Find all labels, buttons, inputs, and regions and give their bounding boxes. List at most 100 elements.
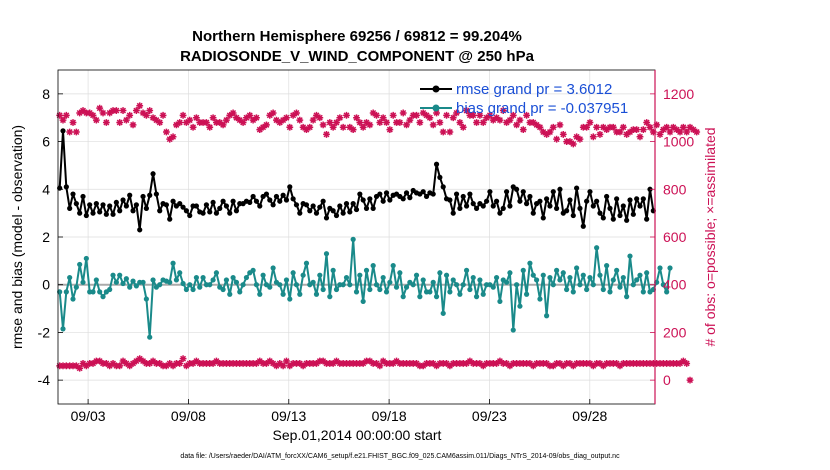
bias-point xyxy=(390,263,396,269)
bias-point xyxy=(290,270,296,276)
obs-possible-point xyxy=(519,126,527,134)
rmse-point xyxy=(267,197,273,203)
rmse-point xyxy=(537,198,543,204)
obs-possible-point xyxy=(136,102,144,110)
rmse-point xyxy=(430,191,436,197)
bias-point xyxy=(527,260,533,266)
obs-possible-point xyxy=(353,114,360,122)
obs-assimilated-point xyxy=(616,362,624,370)
obs-possible-point xyxy=(473,119,480,126)
bias-point xyxy=(67,274,73,281)
bias-point xyxy=(243,274,250,281)
obs-possible-point xyxy=(389,111,397,119)
obs-assimilated-point xyxy=(506,362,514,370)
obs-possible-point xyxy=(306,123,314,131)
rmse-point xyxy=(527,193,533,200)
rmse-point xyxy=(607,205,613,211)
obs-possible-point xyxy=(486,111,494,119)
rmse-point xyxy=(147,192,153,198)
bias-point xyxy=(490,284,496,290)
rmse-point xyxy=(574,185,580,191)
rmse-point xyxy=(213,210,220,216)
bias-point xyxy=(120,280,126,287)
bias-point xyxy=(327,294,333,300)
obs-assimilated-point xyxy=(543,360,551,367)
bias-point xyxy=(427,289,433,295)
obs-possible-point xyxy=(449,114,457,122)
rmse-point xyxy=(203,202,210,208)
obs-possible-point xyxy=(209,114,217,122)
bias-point xyxy=(580,272,586,278)
obs-assimilated-point xyxy=(122,360,130,367)
rmse-point xyxy=(73,201,79,207)
obs-possible-point xyxy=(476,111,484,119)
rmse-point xyxy=(627,197,633,203)
bias-point xyxy=(360,298,366,305)
rmse-point xyxy=(220,198,226,204)
obs-possible-point xyxy=(79,107,87,114)
obs-possible-point xyxy=(523,111,530,119)
bias-point xyxy=(367,286,373,293)
obs-possible-point xyxy=(186,116,194,124)
bias-point xyxy=(157,282,163,288)
obs-assimilated-point xyxy=(463,360,470,367)
rmse-point xyxy=(333,212,340,219)
obs-possible-point xyxy=(273,116,280,124)
obs-possible-point xyxy=(479,119,487,126)
obs-possible-series xyxy=(56,102,701,148)
rmse-point xyxy=(293,202,300,208)
rmse-point xyxy=(564,208,570,214)
bias-point xyxy=(463,267,470,273)
obs-possible-point xyxy=(66,128,74,136)
bias-point xyxy=(607,289,613,295)
y-axis-left-label: rmse and bias (model - observation) xyxy=(9,125,25,349)
bias-point xyxy=(453,282,460,288)
bias-point xyxy=(300,272,306,278)
bias-point xyxy=(617,284,623,290)
rmse-point xyxy=(250,193,256,200)
rmse-point xyxy=(207,209,213,215)
rmse-point xyxy=(423,193,430,200)
rmse-point xyxy=(554,205,560,211)
obs-assimilated-point xyxy=(136,355,144,363)
obs-assimilated-point xyxy=(446,362,454,370)
rmse-point xyxy=(544,196,550,202)
obs-assimilated-point xyxy=(256,357,264,365)
rmse-point xyxy=(163,202,169,208)
bias-point xyxy=(437,270,443,276)
rmse-point xyxy=(647,186,653,192)
obs-possible-point xyxy=(439,128,447,136)
bias-point xyxy=(604,263,610,269)
bias-point xyxy=(450,277,456,283)
bias-point xyxy=(520,267,526,273)
obs-assimilated-point xyxy=(179,355,187,363)
obs-assimilated-point xyxy=(169,362,177,370)
bias-point xyxy=(624,294,630,300)
legend: rmse grand pr = 3.6012 bias grand pr = -… xyxy=(420,81,628,117)
rmse-point xyxy=(587,189,593,195)
bias-point xyxy=(90,289,96,295)
rmse-point xyxy=(453,191,460,197)
rmse-point xyxy=(230,198,236,204)
y-right-tick-label: 0 xyxy=(663,372,671,388)
obs-possible-point xyxy=(239,119,247,126)
y-right-tick-label: 1200 xyxy=(663,86,694,102)
obs-possible-point xyxy=(189,123,197,131)
bias-point xyxy=(343,274,350,281)
obs-possible-point xyxy=(303,126,310,134)
bias-point xyxy=(393,284,400,290)
x-tick-label: 09/03 xyxy=(71,408,106,424)
bias-point xyxy=(63,289,69,295)
bias-point xyxy=(477,277,483,283)
obs-possible-point xyxy=(376,119,384,126)
bias-point xyxy=(250,267,256,273)
obs-possible-point xyxy=(309,116,317,124)
obs-possible-point xyxy=(649,128,657,136)
obs-assimilated-point xyxy=(299,362,307,370)
obs-possible-point xyxy=(206,123,214,131)
obs-possible-point xyxy=(116,119,124,126)
rmse-point xyxy=(610,216,616,222)
obs-possible-point xyxy=(253,114,260,122)
obs-possible-point xyxy=(469,111,477,119)
rmse-point xyxy=(420,189,426,195)
